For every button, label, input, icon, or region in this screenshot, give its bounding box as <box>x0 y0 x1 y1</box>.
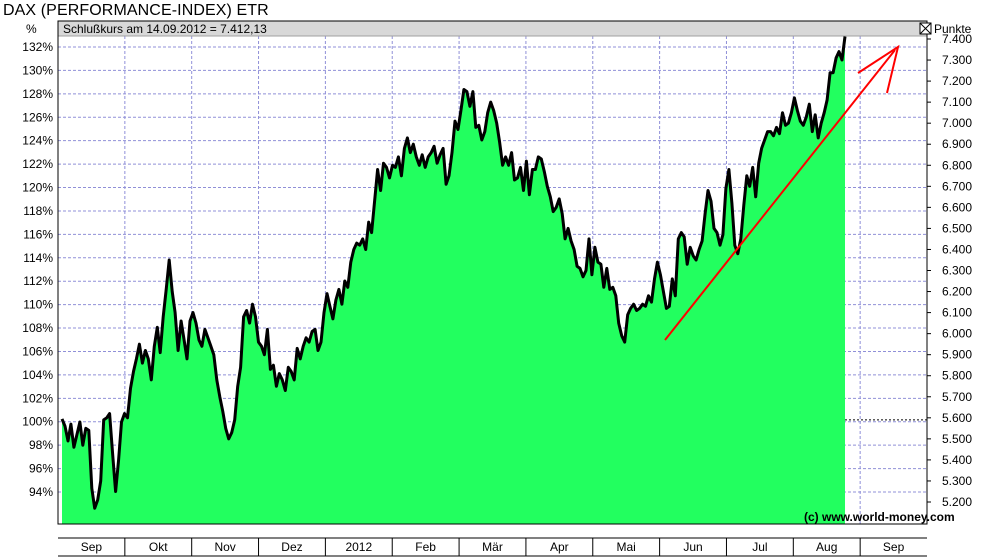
left-axis: 132% 130% 128% 126% 124% 122% 120% 118% 116% 114%… <box>22 40 53 499</box>
x-tick-label: Jul <box>752 540 767 554</box>
right-tick-label: 7.300 <box>942 53 972 67</box>
right-tick-label: 6.000 <box>942 327 972 341</box>
left-tick-label: 132% <box>22 40 53 54</box>
plot-frame <box>57 20 928 525</box>
x-tick-label: Mär <box>482 540 503 554</box>
legend-checkbox-cross-b <box>919 22 932 35</box>
x-tick-label: Mai <box>617 540 636 554</box>
right-tick-label: 6.700 <box>942 179 972 193</box>
right-tick-label: 6.300 <box>942 264 972 278</box>
right-tick-label: 6.500 <box>942 221 972 235</box>
x-tick-label: Aug <box>816 540 837 554</box>
credit-text: (c) www.world-money.com <box>804 510 955 524</box>
left-tick-label: 96% <box>29 462 53 476</box>
right-tick-label: 5.700 <box>942 390 972 404</box>
x-tick-label: Nov <box>214 540 235 554</box>
area-fill <box>62 36 845 524</box>
right-tick-label: 6.900 <box>942 137 972 151</box>
right-tick-label: 5.200 <box>942 495 972 509</box>
left-axis-unit: % <box>26 22 37 36</box>
right-tick-label: 7.200 <box>942 74 972 88</box>
right-tick-label: 6.600 <box>942 200 972 214</box>
x-tick-label: Dez <box>281 540 302 554</box>
trend-arrow-head <box>857 44 900 94</box>
x-tick-label: Feb <box>415 540 436 554</box>
right-tick-label: 7.100 <box>942 95 972 109</box>
legend-toggle[interactable] <box>919 22 932 35</box>
left-tick-label: 110% <box>23 298 53 312</box>
left-tick-label: 116% <box>23 227 53 241</box>
left-tick-label: 108% <box>22 321 53 335</box>
right-tick-label: 6.200 <box>942 285 972 299</box>
left-tick-label: 120% <box>22 181 53 195</box>
left-tick-label: 118% <box>23 204 53 218</box>
right-tick-label: 5.800 <box>942 369 972 383</box>
info-bar-text: Schlußkurs am 14.09.2012 = 7.412,13 <box>63 22 267 36</box>
left-tick-label: 98% <box>29 438 53 452</box>
left-tick-label: 100% <box>22 415 53 429</box>
area-layer <box>60 36 847 524</box>
right-tick-label: 5.600 <box>942 411 972 425</box>
right-tick-label: 5.400 <box>942 453 972 467</box>
left-tick-label: 128% <box>22 87 53 101</box>
trend-arrow <box>664 44 900 341</box>
right-axis: 7.400 7.300 7.200 7.100 7.000 6.900 6.800 6.700… <box>927 32 972 509</box>
left-tick-label: 124% <box>22 134 53 148</box>
right-tick-label: 5.500 <box>942 432 972 446</box>
x-tick-label: 2012 <box>345 540 372 554</box>
left-tick-label: 104% <box>22 368 53 382</box>
right-axis-unit: Punkte <box>934 22 972 36</box>
left-tick-label: 102% <box>22 391 53 405</box>
left-tick-label: 114% <box>23 251 53 265</box>
right-tick-label: 6.800 <box>942 158 972 172</box>
left-tick-label: 106% <box>22 344 53 358</box>
right-tick-label: 7.000 <box>942 116 972 130</box>
x-tick-label: Okt <box>149 540 168 554</box>
right-tick-label: 6.400 <box>942 242 972 256</box>
x-tick-label: Apr <box>550 540 569 554</box>
left-tick-label: 126% <box>22 110 53 124</box>
chart-title: DAX (PERFORMANCE-INDEX) ETR <box>3 2 269 19</box>
trend-arrow-shaft <box>664 49 896 341</box>
price-line <box>60 36 847 510</box>
right-tick-label: 5.900 <box>942 348 972 362</box>
x-tick-label: Sep <box>883 540 905 554</box>
right-tick-label: 6.100 <box>942 306 972 320</box>
left-tick-label: 94% <box>29 485 53 499</box>
x-axis: Sep Okt Nov Dez 2012 Feb Mär Apr Mai Jun Jul Aug Sep <box>81 538 905 556</box>
left-tick-label: 130% <box>22 63 53 77</box>
x-tick-label: Jun <box>683 540 702 554</box>
right-tick-label: 7.400 <box>942 32 972 46</box>
right-tick-label: 5.300 <box>942 474 972 488</box>
left-tick-label: 112% <box>23 274 53 288</box>
left-tick-label: 122% <box>22 157 53 171</box>
x-tick-label: Sep <box>81 540 103 554</box>
